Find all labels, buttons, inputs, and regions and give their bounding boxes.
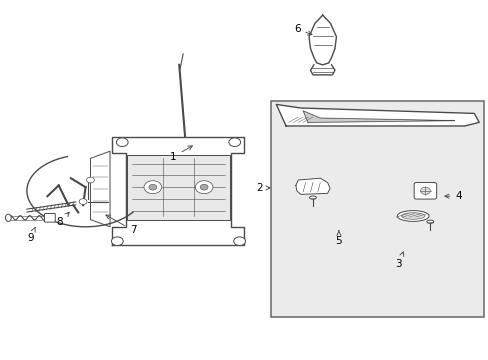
Polygon shape (276, 104, 478, 126)
Text: 8: 8 (56, 212, 69, 228)
Text: 3: 3 (394, 252, 403, 269)
Polygon shape (90, 151, 110, 227)
Circle shape (148, 184, 156, 190)
Polygon shape (308, 15, 336, 65)
Text: 1: 1 (170, 146, 192, 162)
Text: 7: 7 (106, 215, 136, 235)
Circle shape (233, 237, 245, 246)
Text: 2: 2 (255, 183, 269, 193)
Bar (271, 101, 483, 317)
Circle shape (86, 177, 94, 183)
Text: 6: 6 (293, 24, 311, 35)
Text: 5: 5 (335, 231, 342, 246)
Circle shape (111, 237, 123, 246)
Ellipse shape (396, 211, 428, 221)
Polygon shape (295, 178, 329, 194)
Text: 9: 9 (27, 227, 35, 243)
Circle shape (116, 138, 128, 147)
Circle shape (195, 181, 213, 194)
Circle shape (143, 181, 161, 194)
FancyBboxPatch shape (413, 183, 436, 199)
Circle shape (228, 138, 240, 147)
Ellipse shape (309, 196, 316, 199)
Polygon shape (310, 65, 334, 75)
Text: 4: 4 (444, 191, 461, 201)
Circle shape (79, 199, 87, 204)
Ellipse shape (5, 214, 11, 221)
Circle shape (420, 187, 429, 194)
Polygon shape (112, 137, 244, 245)
Circle shape (200, 184, 208, 190)
Polygon shape (303, 111, 454, 122)
Bar (127, 155, 229, 220)
FancyBboxPatch shape (44, 213, 55, 222)
Ellipse shape (426, 220, 433, 223)
Ellipse shape (401, 213, 424, 219)
